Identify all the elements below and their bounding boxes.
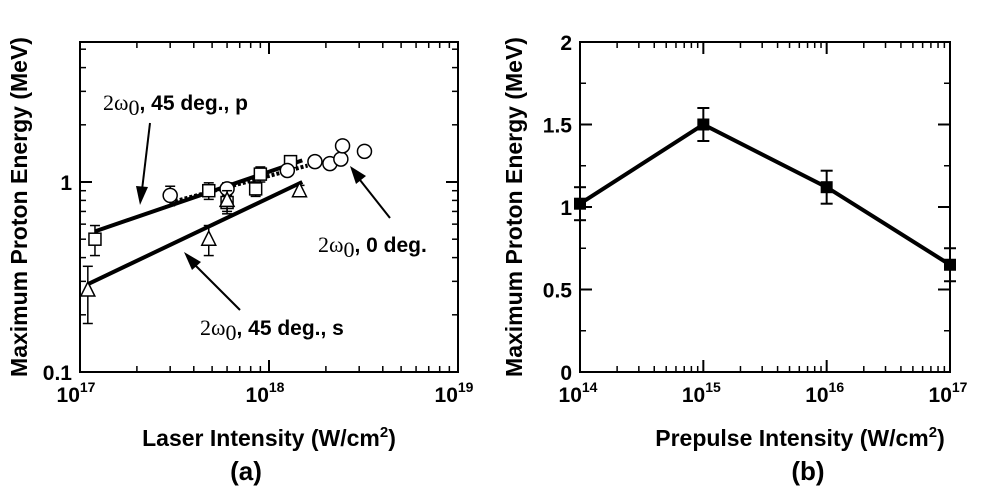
panel-b-square-point [574,197,586,210]
panel-a-triangle-point [291,181,308,198]
panel-a-circle-point [334,138,351,154]
annotation-0deg-sub: 0 [343,237,354,262]
panel-a-x-tick-base: 10 [57,384,80,407]
panel-b-x-tick-label: 1015 [682,379,721,407]
annotation-45deg-s-text: , 45 deg., s [236,317,343,340]
panel-a-x-tick-label: 1017 [57,379,96,407]
arrow-0deg-line [359,179,391,219]
panel-a-triangle-point [79,280,97,297]
panel-b-x-tick-base: 10 [682,384,705,407]
panel-a-y-axis-label: Maximum Proton Energy (MeV) [6,37,32,377]
annotation-0deg: 2ω0, 0 deg. [318,166,427,262]
panel-a-circle-point [162,187,178,204]
annotation-45deg-s: 2ω0, 45 deg., s [184,252,344,345]
panel-a-x-tick-exp: 18 [269,379,285,395]
arrow-45deg-s-head [184,252,201,270]
annotation-45deg-s-prefix: 2ω [200,315,225,340]
panel-a-x-tick-base: 10 [435,384,458,407]
panel-b-x-tick-base: 10 [805,384,828,407]
panel-b-series-polyline [578,122,952,267]
panel-a-square-point [253,167,268,181]
panel-a-x-tick-label: 1019 [435,379,474,407]
annotation-0deg-text: , 0 deg. [354,234,426,257]
arrow-0deg-head [350,166,366,184]
panel-b-x-tick-base: 10 [929,384,952,407]
panel-b-x-tick-exp: 15 [705,379,721,395]
panel-a-x-tick-label: 1018 [246,379,285,407]
panel-b-y-tick-label: 0.5 [543,280,573,303]
annotation-45deg-p: 2ω0, 45 deg., p [103,90,248,205]
panel-a-y-tick-label: 1 [60,172,72,195]
panel-b-x-axis-label: Prepulse Intensity (W/cm2) [655,424,945,451]
annotation-0deg-prefix: 2ω [318,232,343,257]
panel-a-x-tick-base: 10 [246,384,269,407]
panel-a-triangle-point [218,190,236,208]
panel-b-y-tick-label: 0 [560,362,572,385]
svg-text:2ω0, 0 deg.: 2ω0, 0 deg. [318,232,427,262]
annotation-45deg-p-prefix: 2ω [103,90,128,115]
annotation-45deg-p-text: , 45 deg., p [139,92,248,115]
panel-b-x-tick-label: 1014 [559,379,598,407]
arrow-45deg-s-line [194,264,241,311]
panel-a-circle-point [333,151,349,167]
panel-a-circle-point [279,162,296,179]
panel-a-fit-lines [86,158,309,286]
panel-b-y-tick-label: 1 [560,197,572,220]
panel-a-fit-line [86,180,304,286]
arrow-45deg-p-line [141,122,151,191]
panel-b-plot-frame [579,41,951,373]
panel-b-y-tick-label: 1.5 [543,115,573,138]
panel-b-data-points [574,107,956,283]
panel-b-square-point [820,181,833,194]
panel-b-y-axis-label: Maximum Proton Energy (MeV) [501,37,527,377]
panel-a-x-tick-exp: 17 [80,379,96,395]
panel-a-y-tick-label: 0.1 [43,362,73,385]
panel-b-square-point [944,258,956,271]
panel-b-x-tick-label: 1016 [805,379,844,407]
panel-b-square-point [697,118,710,131]
panel-a-triangle-point [200,229,217,246]
annotation-45deg-s-sub: 0 [225,320,236,345]
panel-a-x-axis-label-sup: 2 [380,424,388,441]
panel-b-x-tick-base: 10 [559,384,582,407]
panel-b-label: (b) [791,456,824,486]
panel-a-label: (a) [230,456,262,486]
panel-a-fit-line [94,158,303,234]
svg-text:2ω0, 45 deg., p: 2ω0, 45 deg., p [103,90,248,120]
panel-a-x-axis-label-text: Laser Intensity (W/cm [142,425,380,451]
panel-a-circle-point [356,143,373,160]
arrow-45deg-p-head [136,186,148,205]
panel-b-x-tick-label: 1017 [929,379,968,407]
annotation-45deg-p-sub: 0 [128,95,139,120]
panel-b-x-tick-exp: 17 [952,379,968,395]
panel-a-square-point [248,182,263,196]
panel-a-x-tick-exp: 19 [458,379,474,395]
panel-a-x-axis-label: Laser Intensity (W/cm2) [142,424,396,451]
panel-b-x-axis-label-text: Prepulse Intensity (W/cm [655,425,929,451]
panel-b-y-tick-label: 2 [560,32,572,55]
panel-b-series-line [578,122,952,267]
panel-b-x-tick-exp: 14 [582,379,598,395]
panel-a-x-axis-label-end: ) [388,425,396,451]
panel-a-square-point [88,232,102,246]
panel-b-x-axis-label-end: ) [937,425,945,451]
panel-a-fit-line [169,163,309,205]
panel-a-circle-point [307,153,323,170]
panel-b-x-tick-exp: 16 [829,379,845,395]
svg-text:2ω0, 45 deg., s: 2ω0, 45 deg., s [200,315,344,345]
panel-a-square-point [202,183,216,198]
panel-b-x-axis-label-sup: 2 [929,424,937,441]
panel-a-data-points [79,138,373,325]
